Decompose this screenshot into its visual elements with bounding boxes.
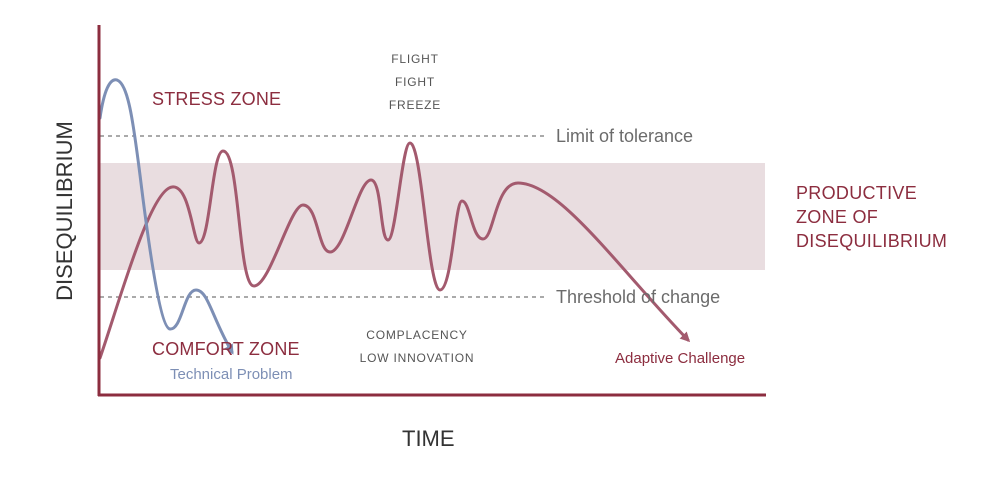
limit-of-tolerance-label: Limit of tolerance (556, 126, 694, 146)
productive-zone-line-1: PRODUCTIVE (796, 183, 918, 203)
productive-band (100, 163, 765, 270)
adaptive-challenge-curve (98, 141, 691, 360)
stress-reactions: FLIGHT FIGHT FREEZE (375, 48, 455, 117)
reaction-flight: FLIGHT (391, 52, 439, 66)
adaptive-challenge-label: Adaptive Challenge (615, 350, 746, 367)
x-axis-label: TIME (402, 426, 455, 451)
y-axis-label: DISEQUILIBRIUM (52, 121, 77, 301)
stress-zone-label: STRESS ZONE (152, 89, 282, 109)
productive-zone-label: PRODUCTIVE ZONE OF DISEQUILIBRIUM (796, 181, 947, 253)
threshold-of-change-label: Threshold of change (556, 287, 721, 307)
reaction-fight: FIGHT (395, 75, 435, 89)
complacency-text: COMPLACENCY LOW INNOVATION (347, 324, 487, 370)
complacency-line-1: COMPLACENCY (366, 328, 468, 342)
productive-zone-line-2: ZONE OF (796, 207, 879, 227)
technical-problem-curve (98, 78, 234, 355)
reaction-freeze: FREEZE (388, 98, 442, 112)
technical-problem-label: Technical Problem (170, 366, 293, 383)
complacency-line-2: LOW INNOVATION (359, 351, 475, 365)
comfort-zone-label: COMFORT ZONE (152, 339, 300, 359)
productive-zone-line-3: DISEQUILIBRIUM (796, 231, 948, 251)
